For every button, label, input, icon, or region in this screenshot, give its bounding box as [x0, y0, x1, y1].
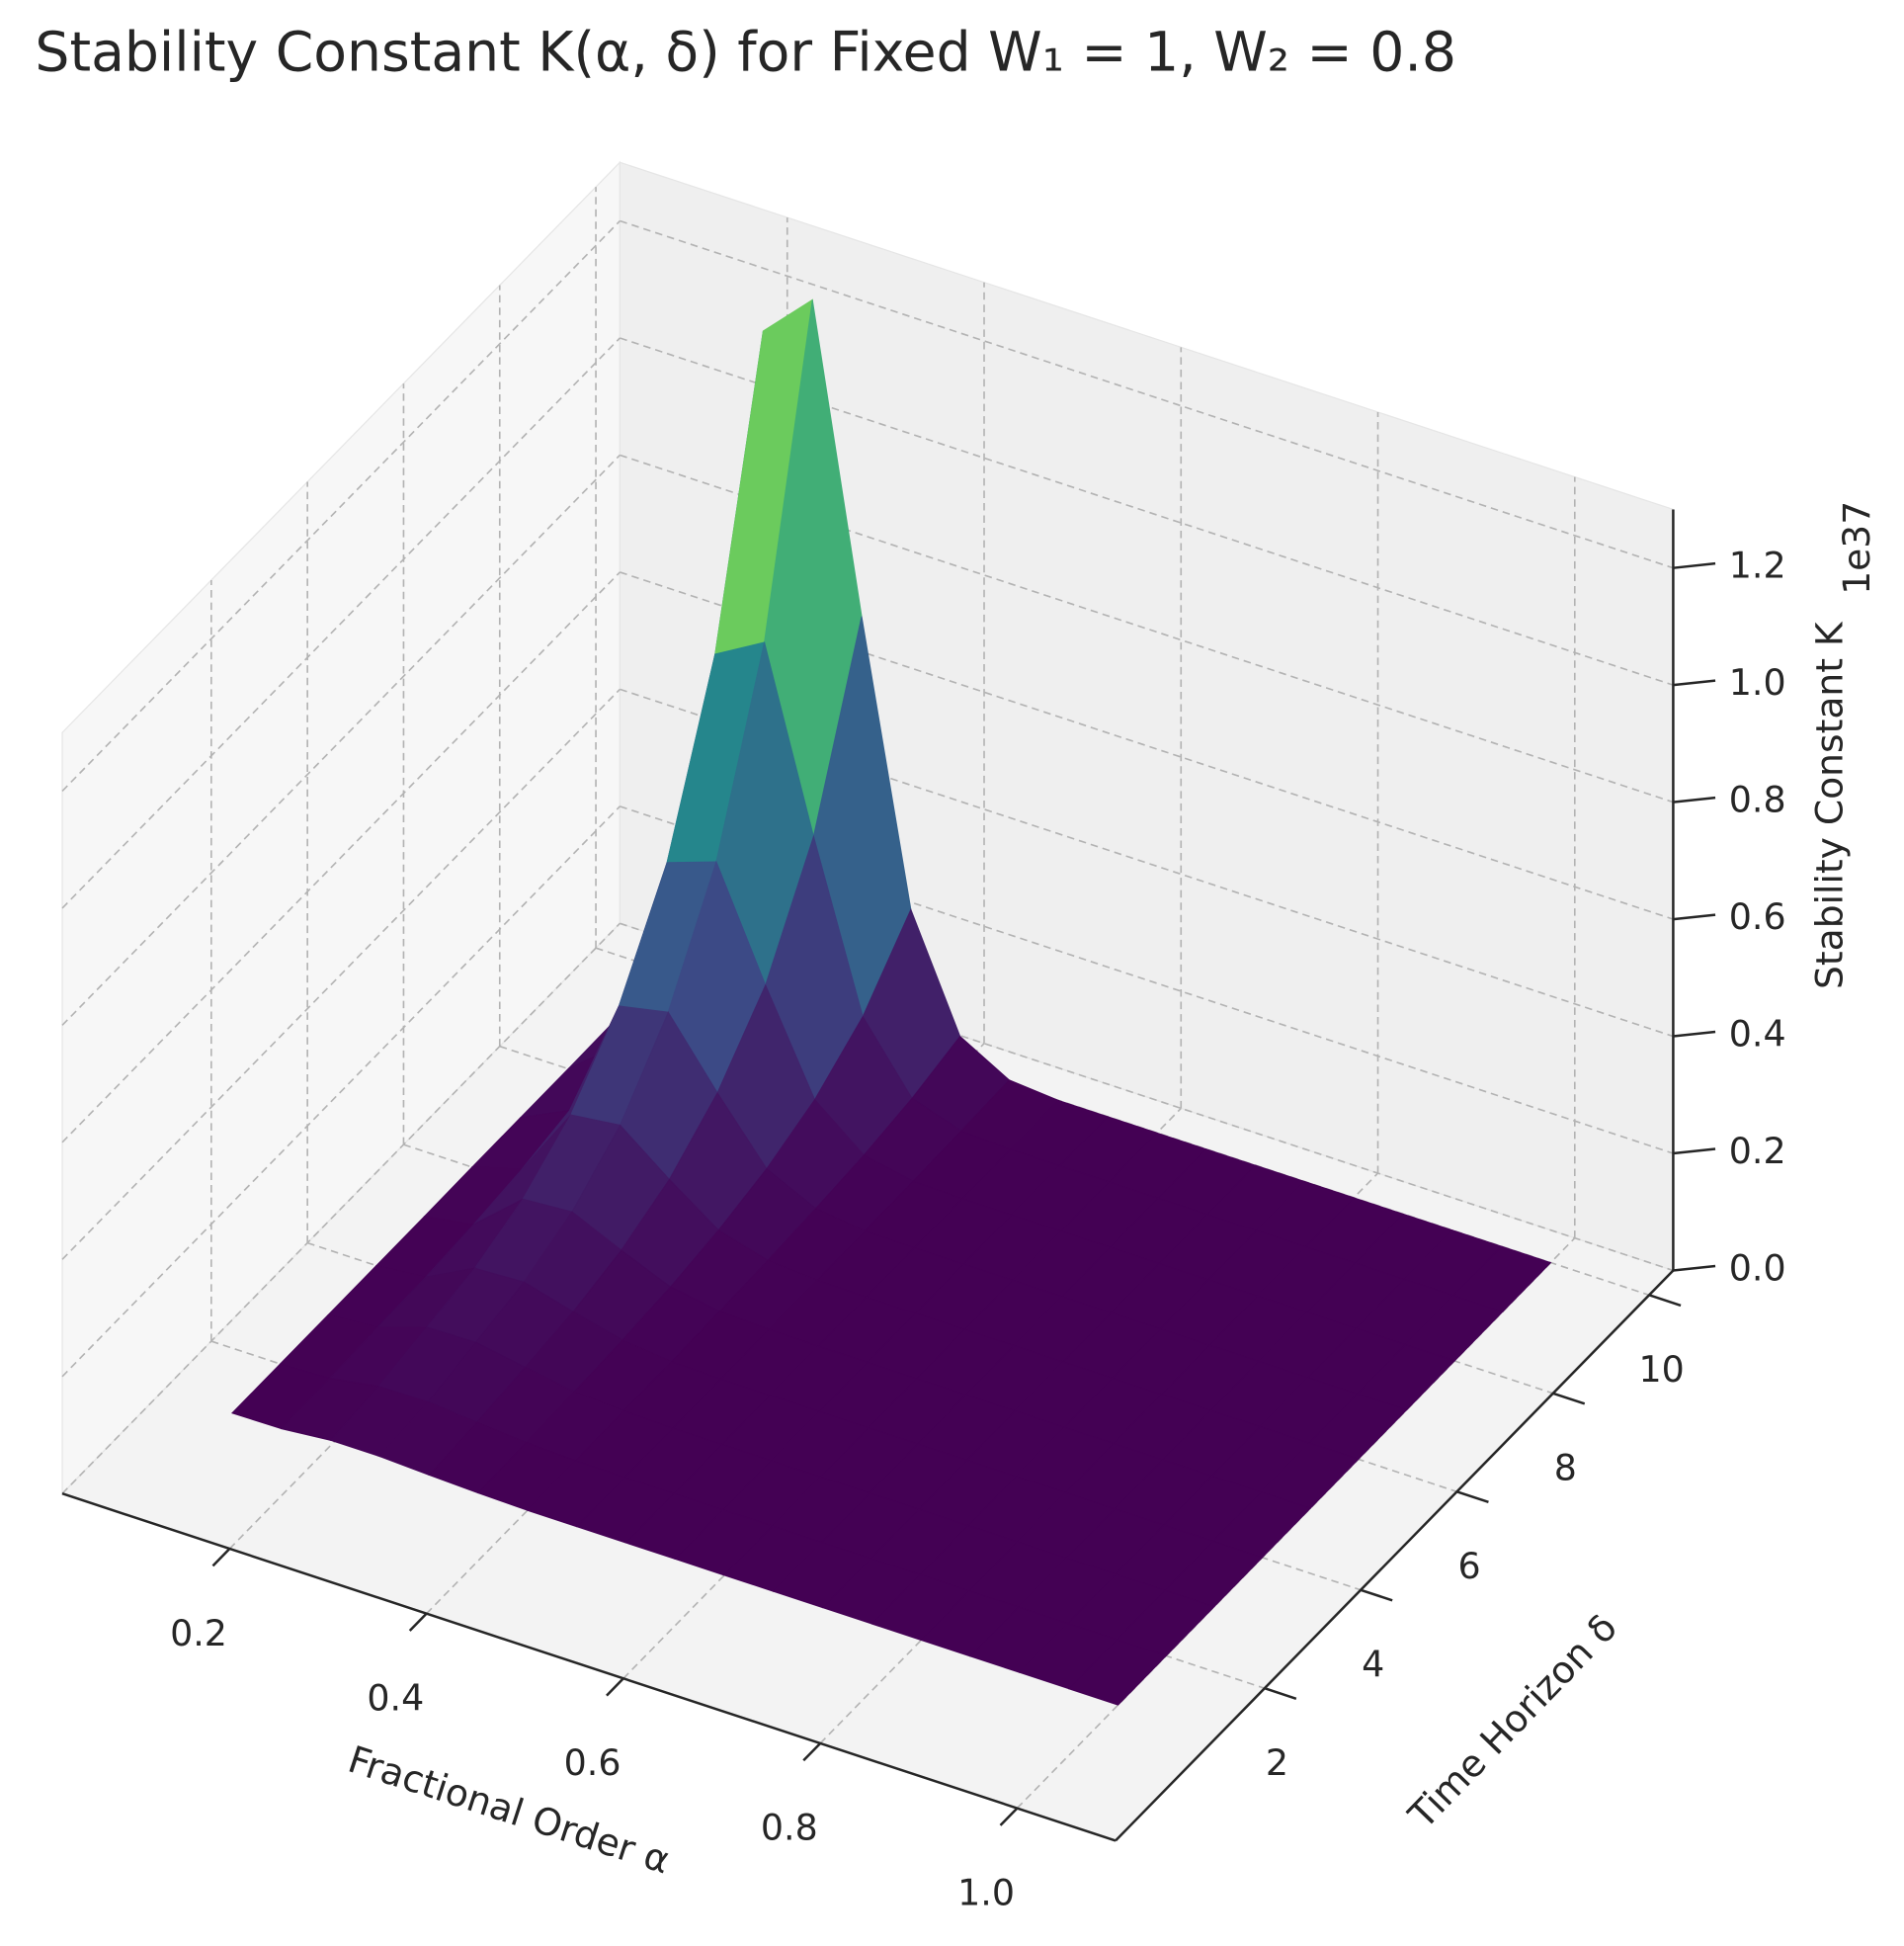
z-grid-left: [61, 805, 621, 1378]
z-tick: [1673, 679, 1716, 687]
z-tick-label: 0.4: [1729, 1013, 1786, 1056]
z-grid-left: [61, 922, 621, 1494]
z-grid-back: [620, 337, 1674, 686]
y-tick: [1456, 1490, 1489, 1504]
z-tick-label: 0.0: [1729, 1246, 1786, 1289]
y-tick-label: 8: [1554, 1447, 1577, 1489]
z-grid-back: [620, 922, 1674, 1272]
surface-patch: [1067, 1639, 1168, 1706]
z-grid-left: [61, 219, 621, 793]
z-grid-left: [61, 337, 621, 909]
x-tick-label: 0.6: [564, 1741, 621, 1784]
x-tick: [408, 1612, 428, 1632]
x-tick: [802, 1742, 822, 1762]
z-grid-back: [620, 219, 1674, 569]
x-tick-label: 0.4: [367, 1676, 424, 1719]
z-grid-back: [620, 805, 1674, 1154]
x-tick-label: 0.8: [761, 1807, 818, 1849]
y-axis-line: [1115, 1269, 1675, 1842]
y-tick-label: 6: [1457, 1545, 1480, 1587]
y-tick-label: 10: [1638, 1348, 1684, 1391]
y-axis-label: Time Horizon δ: [1399, 1606, 1625, 1838]
z-grid-back: [620, 454, 1674, 804]
x-axis-label: Fractional Order α: [343, 1737, 675, 1883]
z-grid-left: [61, 454, 621, 1026]
x-tick: [606, 1677, 624, 1697]
z-tick: [1673, 561, 1716, 569]
y-tick: [1552, 1392, 1586, 1405]
z-axis-label: Stability Constant K: [1807, 621, 1851, 989]
x-tick: [999, 1807, 1019, 1826]
y-tick: [1360, 1588, 1393, 1602]
x-tick-label: 1.0: [957, 1871, 1015, 1913]
z-grid-left: [61, 571, 621, 1143]
z-tick-label: 1.0: [1729, 661, 1786, 704]
z-grid-back: [620, 688, 1674, 1038]
surface: [231, 298, 1552, 1706]
y-tick-label: 4: [1362, 1644, 1384, 1686]
y-tick-label: 2: [1266, 1741, 1288, 1784]
y-tick: [1648, 1294, 1682, 1308]
z-tick-label: 0.6: [1729, 895, 1786, 938]
z-tick-label: 0.2: [1729, 1130, 1786, 1172]
z-grid-left: [61, 688, 621, 1260]
z-tick: [1673, 796, 1716, 804]
z-tick-label: 0.8: [1729, 779, 1786, 821]
z-tick-label: 1.2: [1729, 545, 1786, 587]
z-tick: [1673, 1030, 1716, 1038]
z-tick: [1673, 913, 1716, 921]
z-offset-label: 1e37: [1835, 501, 1878, 595]
y-tick: [1264, 1687, 1297, 1700]
x-axis-line: [61, 1492, 1117, 1842]
z-tick: [1673, 1147, 1716, 1155]
x-tick-label: 0.2: [170, 1612, 227, 1654]
x-tick: [211, 1548, 231, 1567]
z-tick: [1673, 1264, 1716, 1272]
chart-title: Stability Constant K(α, δ) for Fixed W₁ …: [35, 22, 1456, 85]
z-grid-back: [620, 571, 1674, 920]
